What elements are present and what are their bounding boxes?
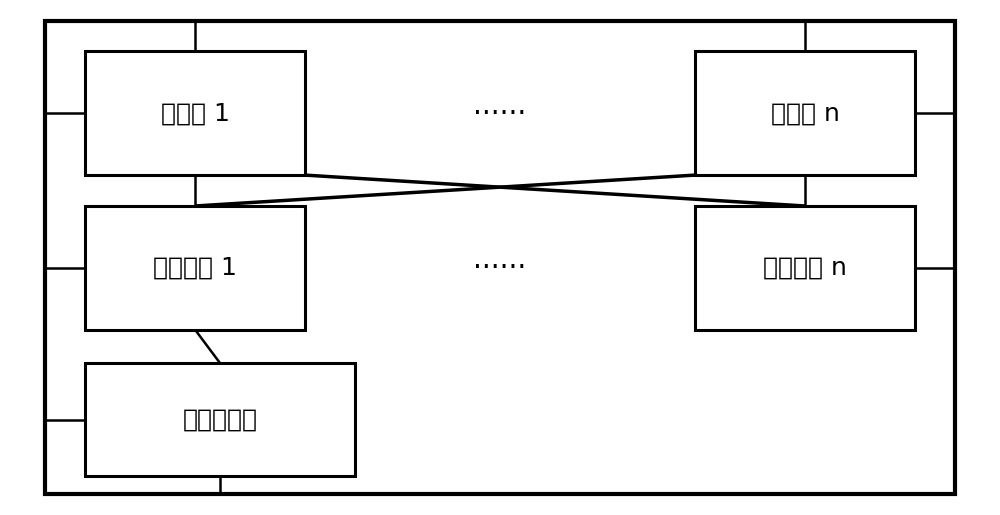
- Text: 发射装置 n: 发射装置 n: [763, 256, 847, 280]
- Text: 位置计算器: 位置计算器: [183, 408, 258, 432]
- Text: ......: ......: [473, 92, 527, 119]
- Bar: [85, 363, 355, 476]
- Bar: [85, 206, 305, 330]
- Text: 接收器 n: 接收器 n: [771, 101, 839, 125]
- Text: ......: ......: [473, 246, 527, 274]
- Bar: [695, 52, 915, 175]
- Text: 发射装置 1: 发射装置 1: [153, 256, 237, 280]
- Text: 接收器 1: 接收器 1: [161, 101, 229, 125]
- Bar: [695, 206, 915, 330]
- Bar: [85, 52, 305, 175]
